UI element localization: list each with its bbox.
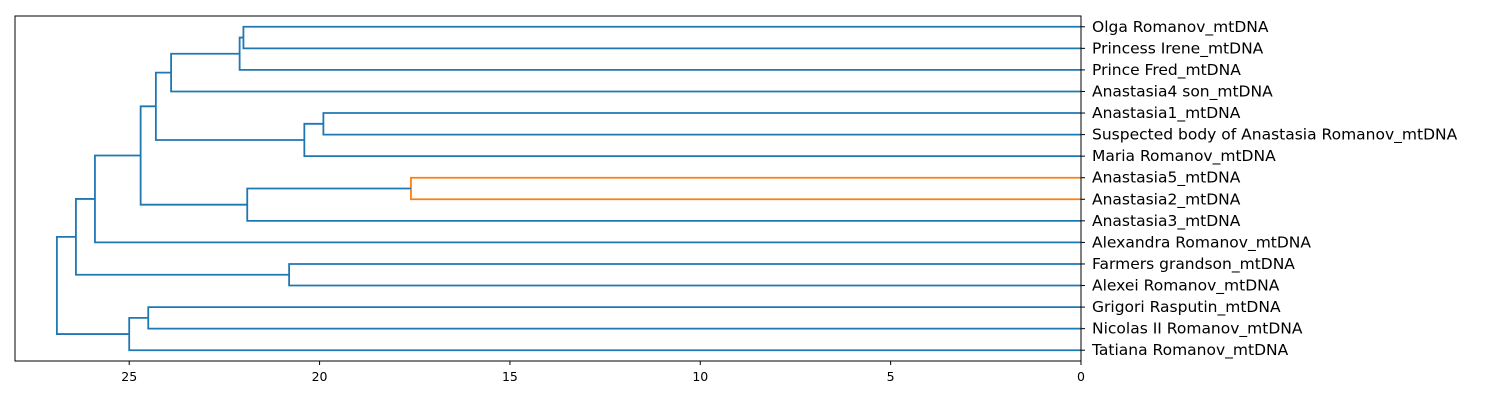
leaf-label: Anastasia3_mtDNA: [1092, 212, 1241, 231]
x-axis: 25 20 15 10 5 0: [121, 361, 1085, 384]
leaf-label: Anastasia2_mtDNA: [1092, 190, 1241, 209]
leaf-label: Suspected body of Anastasia Romanov_mtDN…: [1092, 126, 1458, 145]
x-tick-label: 5: [887, 369, 895, 384]
dendrogram-link-m15: [55, 235, 130, 335]
x-tick-label: 15: [502, 369, 518, 384]
dendrogram-link-m2: [238, 36, 1081, 71]
x-tick-label: 10: [692, 369, 708, 384]
dendrogram-link-m11: [288, 263, 1081, 287]
x-tick-label: 25: [121, 369, 137, 384]
leaf-label: Maria Romanov_mtDNA: [1092, 147, 1276, 166]
dendrogram-link-m14: [128, 316, 1081, 352]
dendrogram-link-m13: [147, 306, 1081, 330]
x-tick-label: 0: [1077, 369, 1085, 384]
dendrogram-link-m8: [246, 187, 1081, 222]
leaf-label: Grigori Rasputin_mtDNA: [1092, 298, 1281, 317]
leaf-label: Tatiana Romanov_mtDNA: [1091, 341, 1289, 360]
leaf-label: Anastasia4 son_mtDNA: [1092, 82, 1273, 101]
dendrogram-links: [55, 25, 1081, 352]
dendrogram-link-m4: [322, 112, 1081, 136]
dendrogram-link-m7: [410, 176, 1081, 201]
leaf-label: Alexandra Romanov_mtDNA: [1092, 233, 1311, 252]
plot-frame: [14, 15, 1082, 362]
dendrogram-link-m9: [139, 105, 248, 206]
leaf-label: Princess Irene_mtDNA: [1092, 39, 1264, 58]
dendrogram-link-m3: [170, 52, 1081, 93]
leaf-label: Anastasia5_mtDNA: [1092, 169, 1241, 188]
dendrogram-link-m12: [75, 198, 290, 276]
leaf-label: Olga Romanov_mtDNA: [1092, 18, 1269, 37]
dendrogram-link-m6: [154, 71, 305, 141]
leaf-labels: Olga Romanov_mtDNA Princess Irene_mtDNA Pr…: [1081, 18, 1458, 360]
x-tick-label: 20: [312, 369, 328, 384]
leaf-label: Farmers grandson_mtDNA: [1092, 255, 1295, 274]
leaf-label: Alexei Romanov_mtDNA: [1092, 277, 1280, 296]
leaf-label: Prince Fred_mtDNA: [1092, 61, 1241, 80]
dendrogram-link-m1: [242, 25, 1081, 50]
leaf-label: Anastasia1_mtDNA: [1092, 104, 1241, 123]
leaf-label: Nicolas II Romanov_mtDNA: [1092, 320, 1303, 339]
dendrogram-link-m5: [303, 122, 1081, 158]
